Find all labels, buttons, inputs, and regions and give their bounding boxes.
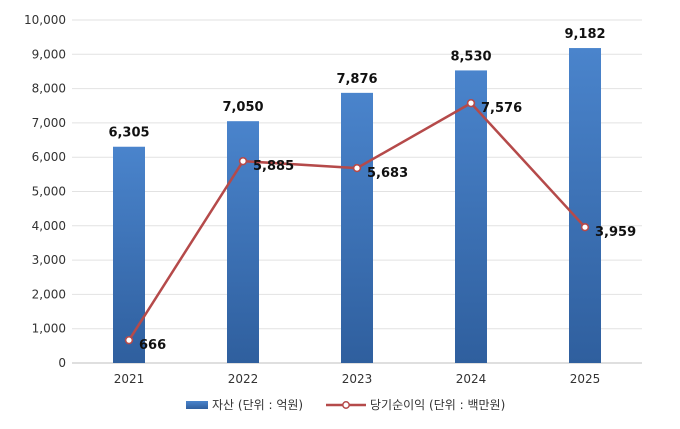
bar-value-label: 8,530 bbox=[450, 49, 491, 64]
y-tick-label: 3,000 bbox=[32, 253, 66, 267]
y-axis: 0 1,000 2,000 3,000 4,000 5,000 6,000 7,000 8,00… bbox=[24, 13, 66, 370]
line-point bbox=[352, 163, 362, 173]
line-point bbox=[124, 335, 134, 345]
line-series bbox=[124, 98, 590, 345]
x-tick-label: 2025 bbox=[570, 372, 601, 386]
y-tick-label: 7,000 bbox=[32, 116, 66, 130]
bar-value-label: 7,050 bbox=[222, 100, 263, 115]
line-value-label: 3,959 bbox=[595, 225, 636, 240]
bar bbox=[341, 92, 373, 363]
legend-swatch-bar bbox=[186, 401, 208, 409]
legend-label-line: 당기순이익 (단위 : 백만원) bbox=[370, 398, 505, 412]
line-value-label: 5,885 bbox=[253, 159, 294, 174]
x-tick-label: 2023 bbox=[342, 372, 373, 386]
legend-label-bar: 자산 (단위 : 억원) bbox=[212, 398, 303, 412]
line-value-label: 666 bbox=[139, 338, 166, 353]
bar bbox=[569, 48, 601, 363]
bar-value-label: 6,305 bbox=[108, 126, 149, 141]
bars bbox=[113, 48, 601, 364]
y-tick-label: 2,000 bbox=[32, 287, 66, 301]
y-tick-label: 9,000 bbox=[32, 47, 66, 61]
x-tick-label: 2021 bbox=[114, 372, 145, 386]
y-tick-label: 10,000 bbox=[24, 13, 66, 27]
y-tick-label: 0 bbox=[58, 356, 66, 370]
y-tick-label: 1,000 bbox=[32, 322, 66, 336]
line-point bbox=[466, 98, 476, 108]
legend-swatch-marker bbox=[342, 401, 350, 409]
y-tick-label: 5,000 bbox=[32, 185, 66, 199]
data-labels: 6,305 7,050 7,876 8,530 9,182 666 5,885 5,683 7,… bbox=[108, 27, 636, 353]
line-point bbox=[238, 156, 248, 166]
legend: 자산 (단위 : 억원) 당기순이익 (단위 : 백만원) bbox=[186, 398, 505, 412]
line-value-label: 7,576 bbox=[481, 101, 522, 116]
bar-value-label: 7,876 bbox=[336, 72, 377, 87]
y-tick-label: 8,000 bbox=[32, 82, 66, 96]
line-value-label: 5,683 bbox=[367, 166, 408, 181]
bar bbox=[455, 70, 487, 364]
y-tick-label: 6,000 bbox=[32, 150, 66, 164]
x-tick-label: 2024 bbox=[456, 372, 487, 386]
line-point bbox=[580, 223, 590, 232]
y-tick-label: 4,000 bbox=[32, 219, 66, 233]
bar bbox=[113, 146, 145, 363]
x-tick-label: 2022 bbox=[228, 372, 259, 386]
x-axis: 2021 2022 2023 2024 2025 bbox=[114, 372, 601, 386]
bar-value-label: 9,182 bbox=[564, 27, 605, 42]
